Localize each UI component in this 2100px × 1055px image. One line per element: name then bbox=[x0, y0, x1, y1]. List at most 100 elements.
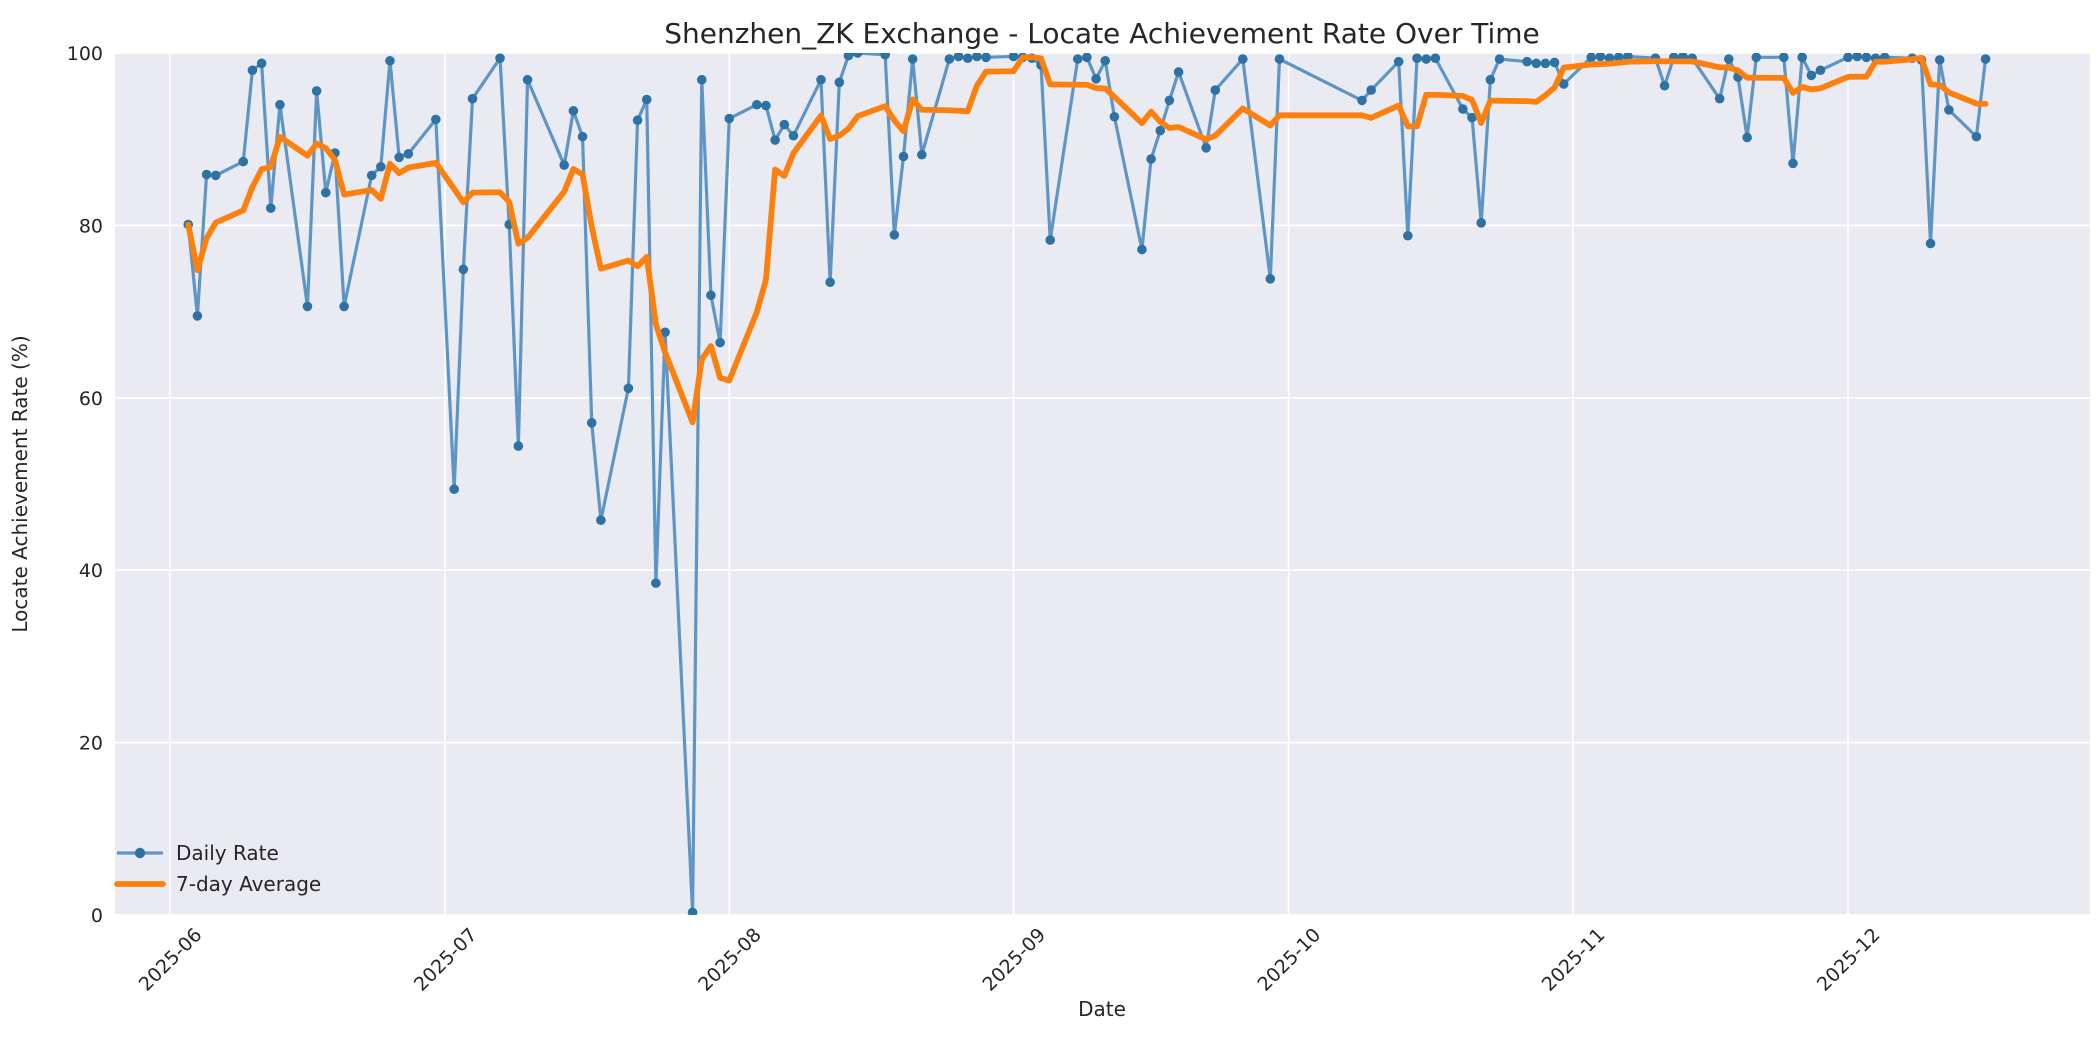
daily-rate-marker bbox=[1100, 55, 1111, 66]
daily-rate-marker bbox=[898, 151, 909, 162]
daily-rate-marker bbox=[1045, 235, 1056, 245]
daily-rate-marker bbox=[1210, 85, 1221, 95]
daily-rate-marker bbox=[522, 74, 533, 85]
daily-rate-marker bbox=[715, 337, 725, 348]
daily-rate-marker bbox=[376, 161, 386, 172]
x-tick-label: 2025-06 bbox=[135, 924, 207, 996]
y-tick-label: 20 bbox=[79, 733, 103, 755]
daily-rate-marker bbox=[458, 264, 469, 275]
daily-rate-marker bbox=[761, 100, 771, 111]
daily-rate-marker bbox=[1458, 104, 1468, 114]
daily-rate-marker bbox=[1357, 95, 1367, 106]
daily-rate-marker bbox=[825, 277, 835, 288]
daily-rate-marker bbox=[1522, 56, 1532, 67]
daily-rate-marker bbox=[1971, 131, 1982, 142]
daily-rate-marker bbox=[981, 53, 991, 63]
legend-label-7day-average: 7-day Average bbox=[176, 872, 321, 896]
daily-rate-marker bbox=[431, 114, 441, 125]
legend-label-daily-rate: Daily Rate bbox=[176, 841, 279, 865]
daily-rate-marker bbox=[596, 515, 606, 526]
daily-rate-marker bbox=[1403, 230, 1413, 241]
daily-rate-marker bbox=[779, 119, 790, 130]
daily-rate-marker bbox=[1494, 54, 1505, 64]
daily-rate-marker bbox=[1531, 58, 1542, 69]
x-tick-label: 2025-11 bbox=[1538, 924, 1610, 996]
daily-rate-marker bbox=[1852, 53, 1862, 62]
daily-rate-marker bbox=[513, 441, 524, 451]
daily-rate-marker bbox=[385, 55, 395, 66]
daily-rate-marker bbox=[1724, 54, 1734, 64]
plot-area bbox=[115, 53, 2090, 915]
daily-rate-marker bbox=[467, 93, 478, 104]
seven-day-average-line bbox=[185, 54, 1989, 426]
x-tick-label: 2025-12 bbox=[1813, 924, 1885, 996]
y-tick-label: 40 bbox=[79, 560, 103, 582]
daily-rate-marker bbox=[1934, 55, 1945, 65]
daily-rate-marker bbox=[1797, 53, 1807, 63]
daily-rate-marker bbox=[1586, 53, 1597, 63]
daily-rate-marker bbox=[1201, 143, 1211, 153]
x-axis-label: Date bbox=[1078, 997, 1126, 1021]
daily-rate-marker bbox=[1467, 112, 1477, 123]
daily-rate-marker bbox=[238, 156, 249, 167]
x-tick-label: 2025-09 bbox=[978, 924, 1050, 996]
daily-rate-marker bbox=[1980, 54, 1991, 64]
daily-rate-marker bbox=[1714, 93, 1725, 104]
x-tick-label: 2025-07 bbox=[410, 924, 482, 996]
daily-rate-marker bbox=[1173, 67, 1184, 77]
daily-rate-marker bbox=[953, 53, 964, 62]
daily-rate-marker bbox=[403, 149, 414, 159]
daily-rate-marker bbox=[944, 54, 955, 64]
daily-rate-marker bbox=[1164, 95, 1175, 106]
daily-rate-marker bbox=[1265, 274, 1276, 284]
chart-title: Shenzhen_ZK Exchange - Locate Achievemen… bbox=[664, 17, 1540, 50]
data-series bbox=[183, 53, 1991, 915]
daily-rate-marker bbox=[1476, 218, 1487, 228]
daily-rate-marker bbox=[339, 301, 349, 312]
daily-rate-marker bbox=[568, 105, 579, 116]
daily-rate-marker bbox=[843, 53, 854, 61]
daily-rate-marker bbox=[275, 99, 285, 110]
daily-rate-marker bbox=[1091, 74, 1101, 84]
y-tick-label: 0 bbox=[91, 905, 103, 927]
daily-rate-marker bbox=[192, 311, 203, 321]
daily-rate-marker bbox=[320, 187, 331, 198]
daily-rate-marker bbox=[1595, 53, 1606, 62]
daily-rate-marker bbox=[495, 53, 505, 63]
daily-rate-marker bbox=[1082, 53, 1092, 63]
daily-rate-marker bbox=[889, 230, 900, 240]
y-axis-ticks: 0 20 40 60 80 100 bbox=[67, 43, 103, 927]
daily-rate-marker bbox=[632, 115, 643, 126]
daily-rate-marker bbox=[302, 301, 313, 312]
daily-rate-marker bbox=[1659, 80, 1670, 91]
daily-rate-marker bbox=[210, 170, 221, 181]
daily-rate-marker bbox=[449, 484, 459, 494]
daily-rate-marker bbox=[623, 383, 634, 394]
daily-rate-marker bbox=[1008, 53, 1019, 62]
daily-rate-marker bbox=[724, 113, 735, 124]
daily-rate-marker bbox=[962, 53, 973, 63]
daily-rate-marker bbox=[1751, 53, 1762, 63]
daily-rate-marker bbox=[577, 131, 588, 142]
daily-rate-marker bbox=[586, 417, 597, 428]
legend: Daily Rate 7-day Average bbox=[114, 841, 321, 896]
y-axis-label: Locate Achievement Rate (%) bbox=[8, 335, 32, 632]
daily-rate-marker bbox=[972, 53, 982, 62]
daily-rate-marker bbox=[1779, 53, 1789, 63]
daily-rate-marker bbox=[1815, 65, 1826, 76]
daily-rate-marker bbox=[1137, 244, 1147, 255]
daily-rate-marker bbox=[834, 77, 845, 88]
daily-rate-marker bbox=[1925, 238, 1936, 249]
x-axis-ticks: 2025-06 2025-07 2025-08 2025-09 2025-10 2025-… bbox=[135, 924, 1885, 996]
daily-rate-marker bbox=[852, 53, 863, 58]
daily-rate-marker bbox=[651, 578, 661, 588]
daily-rate-marker bbox=[1549, 57, 1560, 68]
daily-rate-marker bbox=[394, 152, 404, 163]
daily-rate-marker bbox=[1861, 53, 1872, 63]
daily-rate-marker bbox=[1109, 111, 1120, 122]
y-tick-label: 80 bbox=[79, 215, 103, 237]
daily-rate-marker bbox=[1540, 58, 1551, 69]
daily-rate-marker bbox=[751, 99, 762, 110]
